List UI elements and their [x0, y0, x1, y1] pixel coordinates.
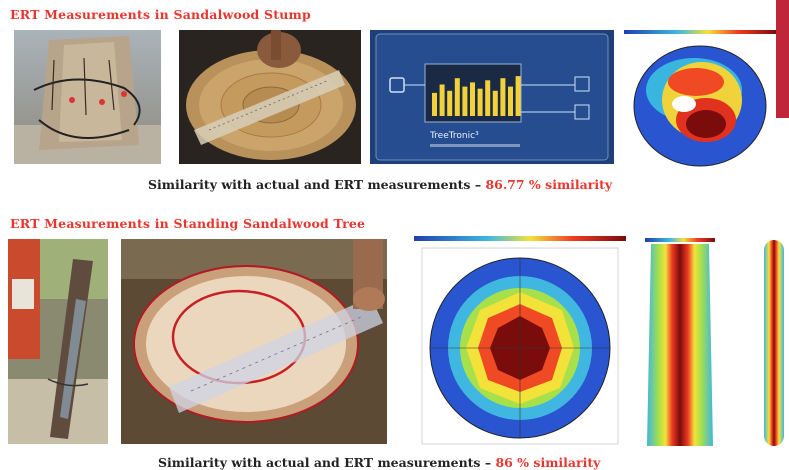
ert-tomogram-stump — [624, 30, 776, 170]
ert-column-model-2 — [760, 238, 788, 448]
ert-column-model-1 — [645, 238, 715, 448]
standing-tree-photo — [8, 239, 108, 444]
device-bar — [447, 90, 453, 116]
device-bar — [470, 82, 475, 116]
device-bar — [508, 86, 513, 116]
section2-heading: ERT Measurements in Standing Sandalwood … — [10, 216, 366, 231]
stump-with-electrodes-photo — [14, 30, 161, 164]
device-bars — [432, 76, 521, 116]
device-bar — [439, 84, 445, 116]
section1-heading: ERT Measurements in Sandalwood Stump — [10, 7, 311, 22]
section1-caption: Similarity with actual and ERT measureme… — [148, 177, 612, 192]
accent-bar — [776, 0, 789, 118]
device-brand: TreeTronic³ — [429, 131, 479, 141]
standing-tree-cross-section-photo — [121, 239, 387, 444]
section1-caption-text: Similarity with actual and ERT measureme… — [148, 177, 482, 192]
ert-tomogram-standing-tree — [414, 236, 626, 448]
section2-caption-text: Similarity with actual and ERT measureme… — [158, 455, 492, 470]
ert-device-screen-photo: TreeTronic³ — [370, 30, 614, 164]
device-bar — [500, 78, 506, 116]
section2-similarity: 86 % similarity — [495, 455, 601, 470]
section2-caption: Similarity with actual and ERT measureme… — [158, 455, 600, 470]
device-bar — [462, 86, 468, 116]
device-bar — [432, 92, 437, 116]
device-bar — [485, 80, 491, 116]
device-bar — [492, 90, 498, 116]
device-bar — [515, 76, 521, 116]
device-bar — [454, 78, 460, 116]
wood-cross-section-photo — [179, 30, 361, 164]
section1-similarity: 86.77 % similarity — [485, 177, 613, 192]
device-bar — [477, 88, 483, 116]
